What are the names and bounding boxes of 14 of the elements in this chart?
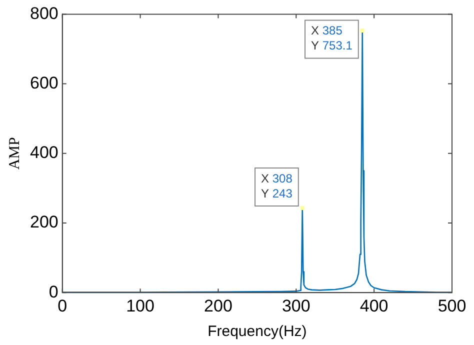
- x-tick-label: 100: [126, 296, 154, 316]
- y-axis-title: AMP: [6, 137, 23, 170]
- y-tick-label: 200: [30, 212, 58, 232]
- x-tick-label: 500: [438, 296, 466, 316]
- y-tick-label: 0: [48, 282, 58, 302]
- y-tick-label: 400: [30, 143, 58, 162]
- x-tick-label: 200: [204, 296, 232, 316]
- annotation: X 308 Y 243: [261, 171, 293, 200]
- annotation: X 385 Y 753.1: [311, 24, 353, 53]
- y-tick-label: 800: [30, 4, 58, 23]
- x-tick-label: 300: [282, 296, 310, 316]
- y-tick-label: 600: [30, 73, 58, 92]
- x-tick-label: 400: [360, 296, 388, 316]
- x-axis-title: Frequency(Hz): [208, 323, 307, 340]
